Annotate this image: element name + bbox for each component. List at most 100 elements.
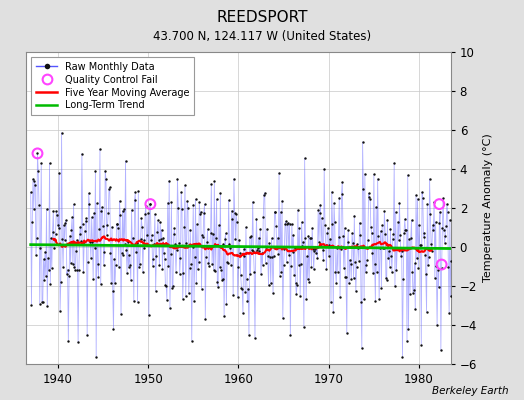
Point bbox=[346, 257, 354, 263]
Point bbox=[84, 259, 92, 265]
Point bbox=[163, 199, 172, 206]
Point bbox=[322, 266, 331, 273]
Point bbox=[59, 264, 67, 270]
Point bbox=[205, 262, 213, 269]
Point bbox=[314, 207, 322, 213]
Point bbox=[43, 302, 51, 309]
Point bbox=[58, 130, 66, 136]
Point bbox=[225, 241, 234, 248]
Point bbox=[176, 271, 184, 277]
Point bbox=[129, 298, 138, 304]
Point bbox=[126, 262, 134, 269]
Point bbox=[181, 293, 190, 300]
Point bbox=[374, 233, 383, 239]
Point bbox=[117, 311, 125, 317]
Point bbox=[352, 288, 360, 294]
Point bbox=[442, 222, 450, 229]
Point bbox=[230, 176, 238, 182]
Point bbox=[388, 268, 396, 275]
Point bbox=[217, 276, 226, 283]
Point bbox=[238, 286, 246, 292]
Point bbox=[128, 241, 137, 248]
Point bbox=[155, 237, 163, 243]
Point bbox=[399, 276, 408, 283]
Point bbox=[184, 290, 193, 297]
Point bbox=[72, 237, 81, 243]
Point bbox=[166, 305, 174, 311]
Point bbox=[70, 264, 79, 270]
Point bbox=[87, 255, 95, 262]
Point bbox=[183, 198, 191, 204]
Point bbox=[400, 230, 408, 236]
Point bbox=[435, 219, 443, 226]
Point bbox=[82, 215, 91, 222]
Point bbox=[372, 204, 380, 210]
Point bbox=[219, 276, 227, 283]
Point bbox=[206, 230, 215, 236]
Point bbox=[295, 225, 303, 232]
Point bbox=[215, 264, 224, 270]
Point bbox=[377, 284, 386, 291]
Point bbox=[61, 219, 70, 226]
Point bbox=[410, 286, 418, 293]
Point bbox=[446, 293, 455, 300]
Point bbox=[410, 260, 419, 267]
Point bbox=[279, 262, 288, 268]
Point bbox=[170, 225, 179, 232]
Point bbox=[69, 261, 77, 267]
Point bbox=[193, 266, 202, 272]
Point bbox=[300, 155, 309, 161]
Point bbox=[65, 273, 73, 280]
Point bbox=[425, 176, 434, 182]
Point bbox=[64, 337, 72, 344]
Point bbox=[130, 197, 139, 203]
Point bbox=[255, 248, 264, 254]
Point bbox=[429, 222, 437, 228]
Point bbox=[127, 206, 136, 213]
Point bbox=[423, 201, 431, 207]
Point bbox=[243, 298, 252, 304]
Point bbox=[148, 263, 157, 269]
Point bbox=[345, 280, 353, 286]
Point bbox=[285, 252, 293, 258]
Point bbox=[388, 236, 397, 242]
Point bbox=[98, 204, 106, 210]
Point bbox=[300, 324, 308, 331]
Point bbox=[316, 201, 325, 208]
Point bbox=[69, 201, 78, 208]
Point bbox=[364, 236, 372, 243]
Point bbox=[127, 276, 135, 283]
Point bbox=[81, 218, 90, 224]
Point bbox=[147, 237, 155, 243]
Point bbox=[389, 230, 398, 237]
Point bbox=[195, 199, 203, 206]
Point bbox=[83, 332, 91, 338]
Point bbox=[171, 240, 179, 247]
Point bbox=[298, 219, 306, 225]
Point bbox=[229, 292, 237, 298]
Point bbox=[342, 274, 350, 281]
Point bbox=[315, 210, 324, 216]
Point bbox=[32, 235, 41, 242]
Point bbox=[226, 245, 234, 251]
Point bbox=[204, 260, 213, 266]
Point bbox=[284, 219, 292, 226]
Point bbox=[40, 276, 48, 283]
Point bbox=[52, 208, 60, 215]
Point bbox=[198, 232, 206, 238]
Point bbox=[329, 220, 337, 227]
Point bbox=[189, 201, 198, 208]
Point bbox=[320, 166, 329, 172]
Point bbox=[105, 186, 113, 192]
Point bbox=[317, 242, 325, 249]
Point bbox=[303, 253, 311, 260]
Point bbox=[162, 282, 170, 289]
Point bbox=[179, 296, 187, 302]
Point bbox=[276, 273, 284, 279]
Point bbox=[371, 298, 379, 305]
Point bbox=[419, 195, 427, 202]
Point bbox=[181, 182, 189, 188]
Point bbox=[395, 200, 403, 206]
Point bbox=[96, 281, 105, 288]
Point bbox=[447, 257, 455, 264]
